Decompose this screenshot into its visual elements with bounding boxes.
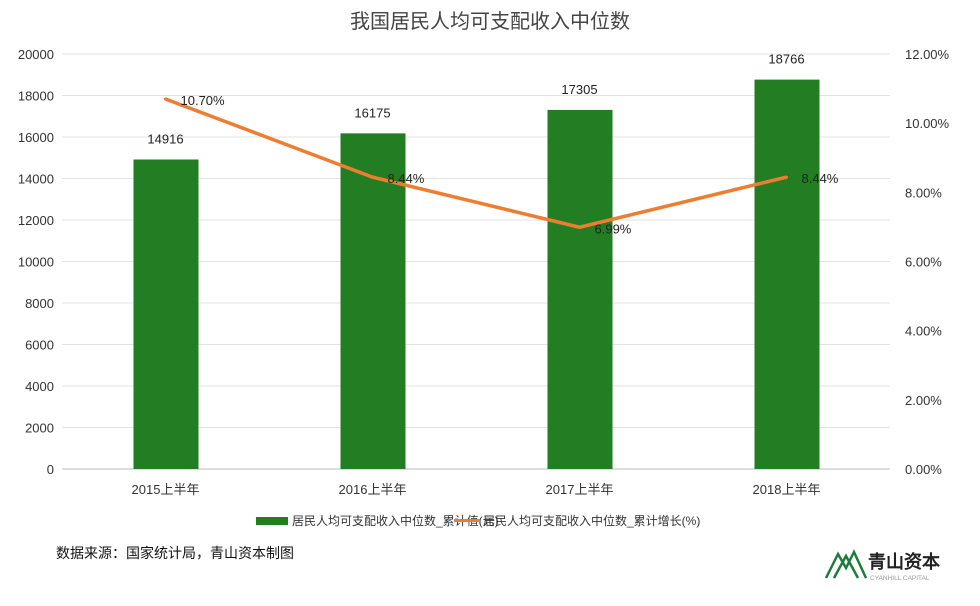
- bar: [754, 79, 820, 469]
- line-series: [164, 97, 787, 230]
- line-point: [164, 97, 167, 101]
- y-left-tick-label: 6000: [25, 338, 54, 353]
- bar-data-label: 14916: [147, 131, 183, 146]
- y-right-tick-label: 0.00%: [905, 462, 942, 477]
- y-right-tick-label: 6.00%: [905, 255, 942, 270]
- legend-label-bar: 居民人均可支配收入中位数_累计值(元): [292, 513, 499, 528]
- y-right-tick-label: 10.00%: [905, 116, 950, 131]
- bar-data-label: 17305: [561, 82, 597, 97]
- y-left-tick-label: 12000: [18, 213, 54, 228]
- source-note: 数据来源：国家统计局，青山资本制图: [56, 545, 294, 561]
- y-left-tick-label: 14000: [18, 172, 54, 187]
- bar: [547, 109, 613, 469]
- y-left-tick-label: 2000: [25, 421, 54, 436]
- line-point: [578, 225, 581, 229]
- y-left-tick-label: 20000: [18, 47, 54, 62]
- y-left-tick-label: 0: [47, 462, 54, 477]
- line-data-label: 8.44%: [802, 171, 839, 186]
- x-tick-label: 2017上半年: [546, 482, 614, 497]
- y-left-tick-label: 16000: [18, 130, 54, 145]
- legend-label-line: 居民人均可支配收入中位数_累计增长(%): [483, 513, 700, 528]
- y-left-tick-label: 10000: [18, 255, 54, 270]
- logo-subtext: CYANHILL CAPITAL: [870, 575, 930, 582]
- legend-swatch-bar: [256, 517, 288, 525]
- line-data-label: 10.70%: [181, 93, 226, 108]
- y-left-tick-label: 18000: [18, 89, 54, 104]
- y-left-tick-label: 4000: [25, 379, 54, 394]
- x-tick-label: 2016上半年: [339, 482, 407, 497]
- y-right-tick-label: 4.00%: [905, 324, 942, 339]
- logo-text: 青山资本: [868, 551, 940, 572]
- bar: [133, 159, 199, 470]
- legend: 居民人均可支配收入中位数_累计值(元) 居民人均可支配收入中位数_累计增长(%): [256, 513, 700, 528]
- bar-data-label: 18766: [768, 52, 804, 67]
- line-data-label: 8.44%: [388, 171, 425, 186]
- legend-swatch-line: [454, 519, 480, 522]
- line-point: [371, 175, 374, 179]
- y-left-tick-label: 8000: [25, 296, 54, 311]
- y-right-tick-label: 12.00%: [905, 47, 950, 62]
- line-point: [785, 175, 788, 179]
- bar: [340, 133, 406, 469]
- x-tick-label: 2015上半年: [132, 482, 200, 497]
- y-right-tick-label: 2.00%: [905, 393, 942, 408]
- chart-title: 我国居民人均可支配收入中位数: [350, 10, 630, 33]
- bar-data-label: 16175: [354, 105, 390, 120]
- line-data-label: 6.99%: [595, 221, 632, 236]
- x-tick-label: 2018上半年: [753, 482, 821, 497]
- y-right-tick-label: 8.00%: [905, 185, 942, 200]
- logo: 青山资本 CYANHILL CAPITAL: [824, 549, 940, 582]
